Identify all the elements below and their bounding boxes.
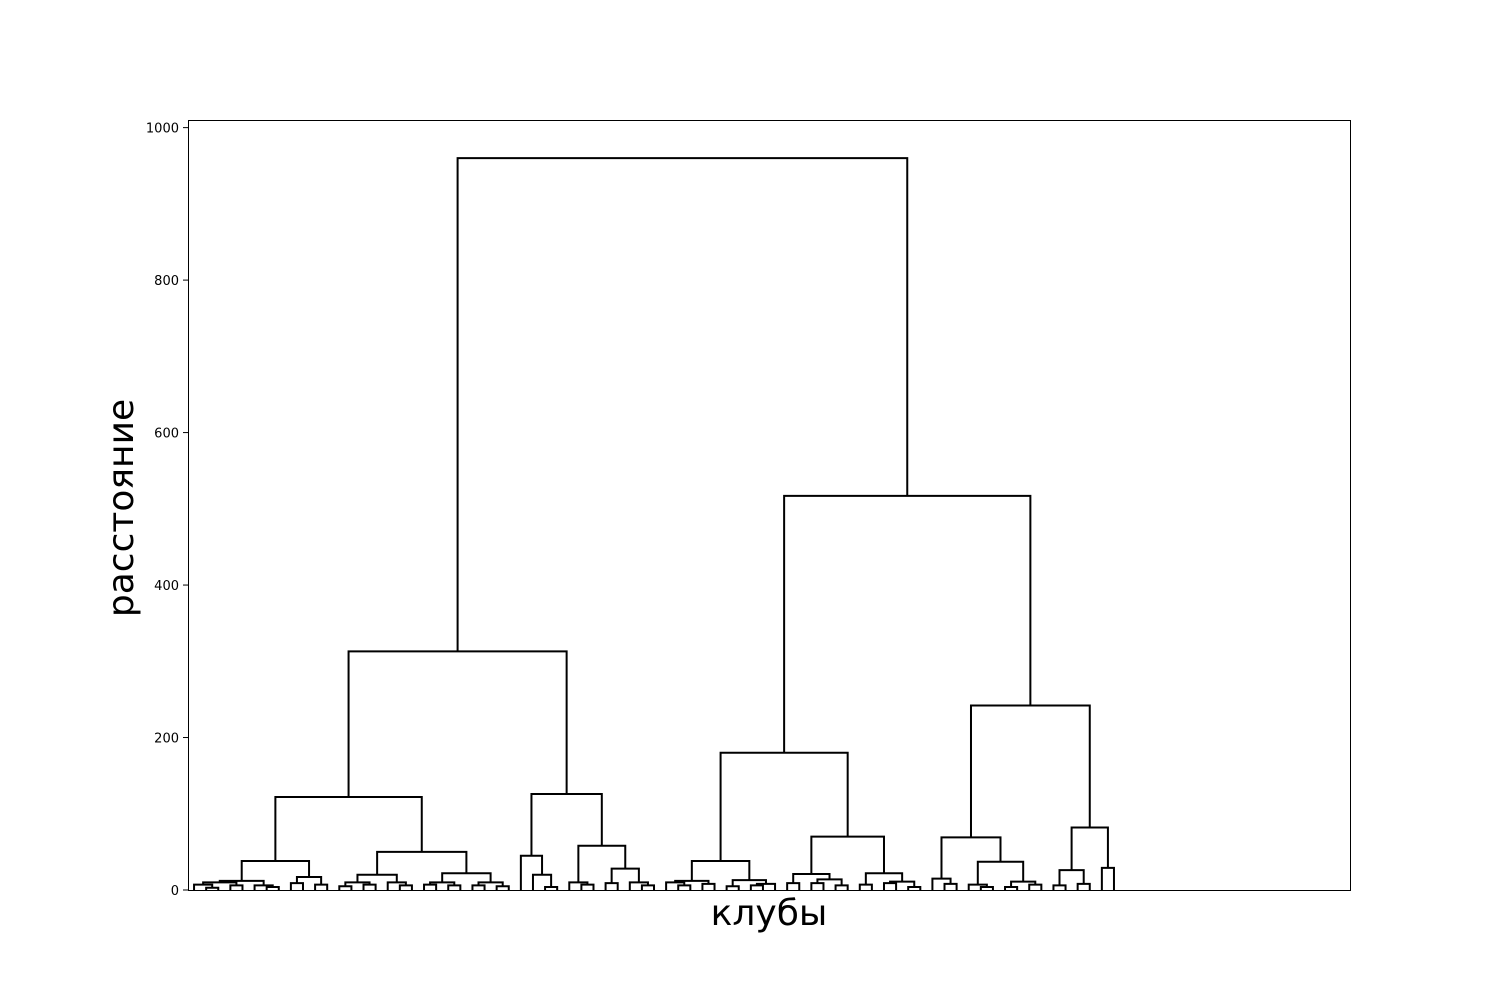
plot-frame: [188, 120, 1351, 891]
y-tick-label: 800: [154, 274, 179, 289]
dendrogram-link: [1052, 884, 1067, 890]
dendrogram-link: [640, 884, 656, 890]
dendrogram-link: [882, 882, 898, 890]
y-axis: 0 200 400 600 800 1000: [146, 122, 188, 899]
dendrogram-link: [755, 882, 777, 890]
dendrogram-link: [979, 885, 994, 890]
dendrogram-link: [295, 876, 323, 885]
dendrogram-link: [530, 792, 603, 856]
dendrogram-link: [719, 751, 849, 862]
dendrogram-link: [240, 860, 311, 881]
y-tick-label: 400: [154, 579, 179, 594]
dendrogram-link: [749, 884, 764, 890]
dendrogram-link: [265, 885, 280, 890]
dendrogram-link: [398, 884, 413, 890]
dendrogram-link: [441, 872, 492, 883]
dendrogram-link: [786, 882, 801, 890]
dendrogram-link: [531, 873, 553, 890]
dendrogram-link: [889, 880, 916, 887]
dendrogram-link: [783, 494, 1032, 753]
dendrogram-link: [677, 884, 692, 890]
dendrogram-link: [701, 882, 716, 890]
dendrogram-link: [229, 884, 244, 890]
y-tick-label: 600: [154, 427, 179, 442]
dendrogram-link: [218, 879, 265, 886]
y-axis-label: расстояние: [101, 399, 142, 617]
dendrogram-link: [1028, 883, 1043, 890]
dendrogram-link: [347, 650, 568, 797]
dendrogram-link: [362, 883, 377, 890]
dendrogram-link: [376, 850, 468, 875]
dendrogram-link: [289, 882, 304, 890]
dendrogram-link: [674, 879, 710, 884]
dendrogram-link: [471, 884, 486, 890]
dendrogram-link: [495, 885, 510, 890]
dendrogram-link: [577, 844, 627, 883]
dendrogram-link: [864, 872, 904, 885]
dendrogram-link: [1070, 826, 1109, 871]
dendrogram-link: [519, 854, 544, 890]
y-tick-label: 1000: [146, 122, 179, 137]
y-tick-label: 0: [171, 884, 179, 899]
dendrogram-link: [1010, 880, 1037, 887]
dendrogram-link: [447, 884, 462, 890]
dendrogram-link: [1004, 885, 1019, 890]
dendrogram-link: [423, 883, 438, 890]
dendrogram-link: [943, 882, 958, 890]
dendrogram-link: [834, 884, 849, 890]
dendrogram-link: [810, 882, 825, 890]
dendrogram-link: [940, 836, 1002, 879]
dendrogram-link: [544, 885, 559, 890]
dendrogram-link: [1076, 882, 1091, 890]
dendrogram-link: [580, 883, 595, 890]
dendrogram-links: [193, 157, 1115, 890]
dendrogram-link: [205, 886, 220, 890]
y-tick-label: 200: [154, 732, 179, 747]
x-axis-label: клубы: [711, 893, 828, 934]
dendrogram-link: [816, 878, 843, 886]
dendrogram-link: [253, 884, 274, 890]
dendrogram-link: [1100, 866, 1115, 890]
dendrogram-link: [969, 704, 1091, 838]
dendrogram-link: [456, 157, 909, 652]
dendrogram-link: [338, 885, 353, 890]
dendrogram-link: [314, 883, 329, 890]
dendrogram-link: [907, 885, 922, 890]
dendrogram-link: [356, 873, 398, 883]
dendrogram-link: [690, 860, 751, 881]
dendrogram-link: [858, 883, 873, 890]
dendrogram-link: [610, 867, 640, 884]
dendrogram-link: [604, 882, 619, 890]
dendrogram-link: [810, 835, 885, 874]
dendrogram-link: [725, 885, 740, 890]
dendrogram-link: [568, 881, 589, 890]
